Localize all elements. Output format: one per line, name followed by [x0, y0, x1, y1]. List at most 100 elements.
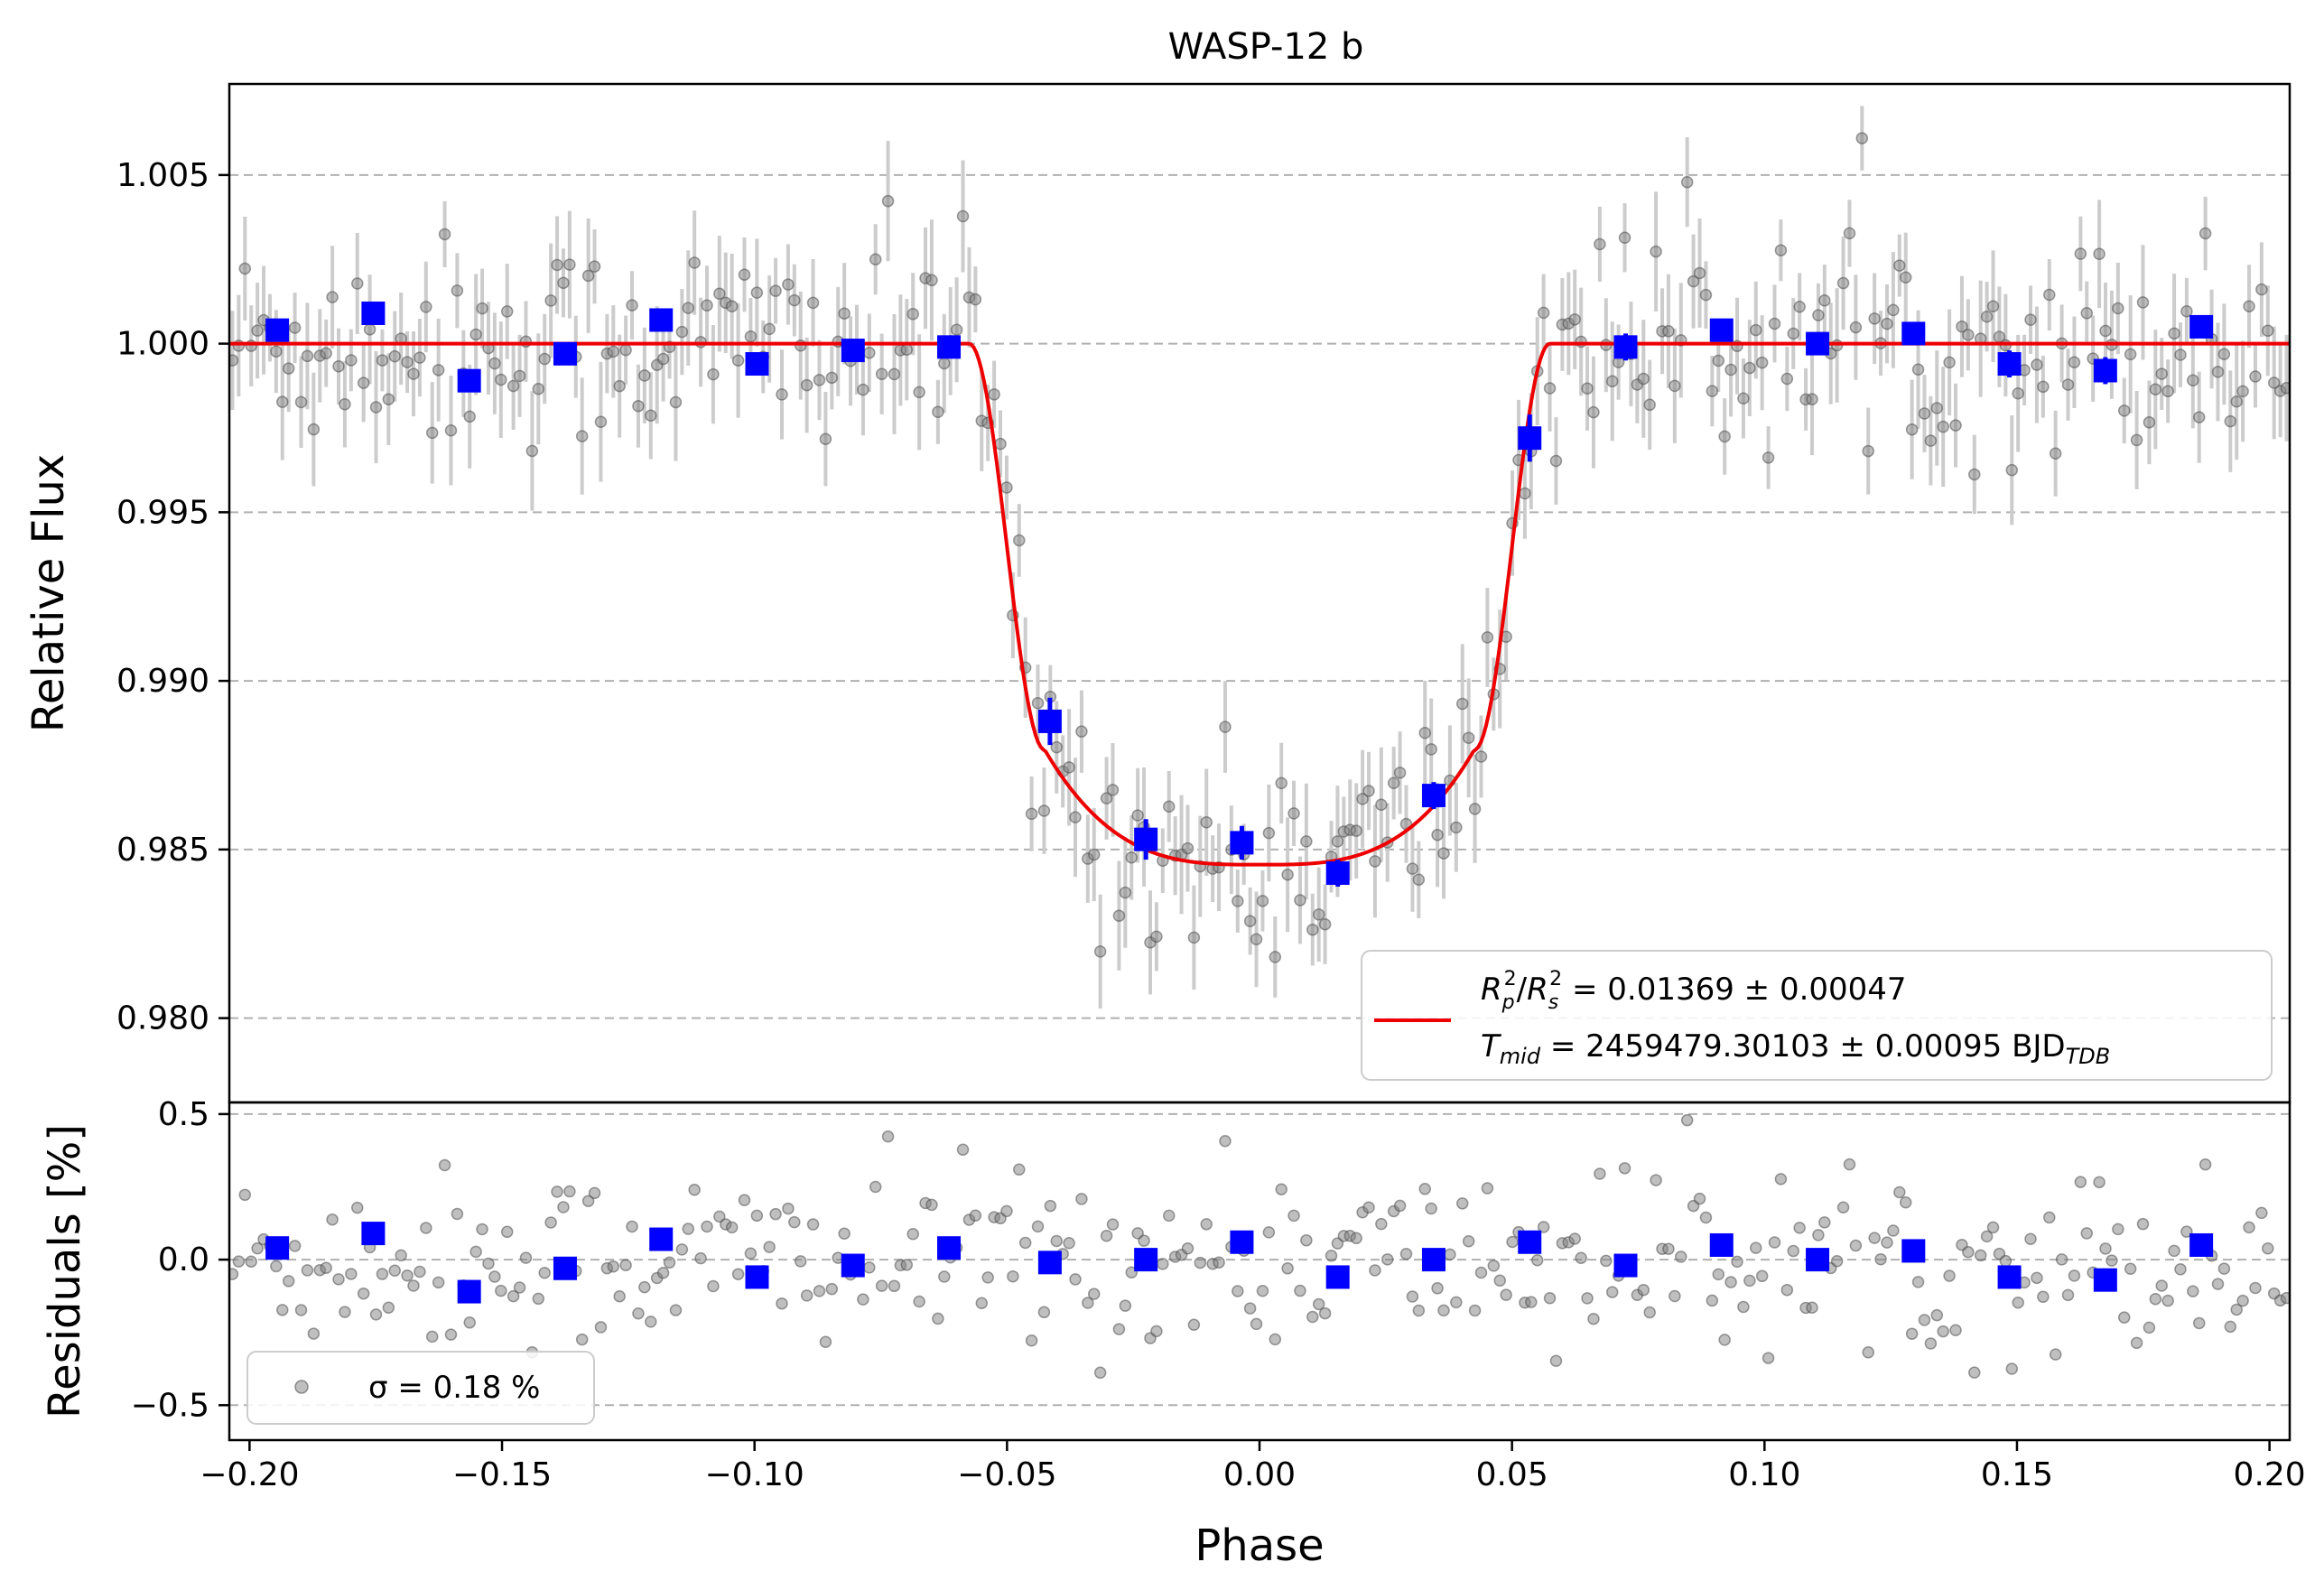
residual-raw-point [1450, 1296, 1463, 1309]
flux-y-tick-label: 0.990 [116, 663, 209, 700]
residual-raw-point [1974, 1249, 1987, 1262]
residual-raw-point [2236, 1294, 2249, 1307]
flux-y-tick-label: 0.985 [116, 832, 209, 869]
flux-raw-point [607, 345, 620, 358]
residual-raw-point [788, 1215, 801, 1229]
residual-raw-point [1699, 1211, 1713, 1224]
residual-raw-point [2211, 1278, 2225, 1290]
flux-raw-point [1836, 276, 1850, 290]
residual-raw-point [776, 1297, 788, 1310]
residual-binned-point [1325, 1265, 1350, 1289]
residual-raw-point [1462, 1235, 1475, 1248]
residual-raw-point [1262, 1226, 1276, 1239]
flux-raw-point [969, 293, 982, 306]
flux-raw-point [1943, 356, 1956, 369]
residual-raw-point [1525, 1296, 1538, 1308]
residual-raw-point [1755, 1269, 1769, 1283]
residual-raw-point [301, 1264, 314, 1277]
residual-raw-point [656, 1266, 670, 1279]
residual-raw-point [519, 1251, 533, 1264]
flux-raw-point [563, 258, 576, 271]
flux-raw-point [288, 321, 302, 334]
flux-raw-point [2230, 395, 2243, 408]
flux-raw-point [1031, 696, 1045, 710]
flux-raw-point [1918, 407, 1931, 420]
residual-raw-point [1530, 1254, 1544, 1267]
flux-raw-point [725, 300, 739, 312]
flux-binned-point [553, 341, 577, 366]
flux-raw-point [1119, 886, 1132, 899]
flux-raw-point [2136, 296, 2150, 309]
flux-raw-point [888, 367, 901, 381]
residual-raw-point [2224, 1320, 2237, 1334]
residual-raw-point [1818, 1216, 1831, 1229]
flux-raw-point [1868, 312, 1881, 325]
residual-raw-point [2130, 1336, 2143, 1350]
flux-raw-point [1693, 266, 1706, 280]
residual-raw-point [1119, 1299, 1132, 1312]
flux-raw-point [626, 299, 638, 311]
flux-raw-point [2161, 385, 2174, 398]
flux-binned-point [1037, 709, 1062, 733]
flux-raw-point [1605, 375, 1619, 388]
flux-raw-point [869, 253, 882, 265]
residual-raw-point [2005, 1362, 2019, 1375]
residual-raw-point [1594, 1167, 1606, 1180]
flux-raw-point [1075, 725, 1088, 738]
residual-raw-point [1018, 1236, 1032, 1250]
flux-raw-point [613, 379, 626, 393]
residual-binned-point [1037, 1251, 1062, 1275]
flux-binned-point [1709, 318, 1734, 342]
flux-raw-point [276, 395, 289, 408]
flux-raw-point [401, 356, 414, 368]
residual-raw-point [825, 1282, 839, 1296]
residuals-x-ticks: −0.20 −0.15 −0.10 −0.05 0.00 0.05 0.10 0.15 0.20 [200, 1440, 2306, 1493]
residual-raw-point [2187, 1285, 2199, 1297]
flux-raw-point [1481, 631, 1494, 644]
flux-raw-point [588, 260, 601, 273]
residual-raw-point [707, 1279, 720, 1293]
flux-raw-point [1369, 855, 1381, 868]
flux-raw-point [688, 256, 701, 269]
flux-raw-point [1063, 761, 1075, 774]
flux-raw-point [2117, 404, 2131, 417]
flux-raw-point [451, 284, 464, 297]
residual-raw-point [2031, 1271, 2043, 1285]
flux-binned-point [265, 318, 290, 342]
residual-raw-point [2249, 1281, 2262, 1295]
flux-binned-point [1518, 426, 1542, 451]
residual-raw-point [738, 1194, 751, 1206]
flux-raw-point [425, 426, 439, 440]
residual-raw-point [1706, 1294, 1719, 1307]
residual-raw-point [401, 1269, 414, 1282]
residual-raw-point [444, 1328, 458, 1341]
flux-raw-point [1643, 398, 1656, 412]
residual-raw-point [1318, 1306, 1332, 1320]
residual-raw-point [307, 1327, 321, 1340]
flux-raw-point [1100, 792, 1113, 804]
residual-raw-point [1812, 1229, 1825, 1241]
flux-raw-point [363, 323, 376, 336]
flux-binned-point [1421, 784, 1446, 808]
flux-raw-point [1762, 451, 1775, 464]
flux-raw-point [2061, 378, 2075, 391]
residuals-grid [229, 1112, 2290, 1407]
residual-raw-point [507, 1289, 520, 1303]
residual-raw-point [1743, 1274, 1756, 1288]
flux-raw-point [1937, 420, 1949, 433]
residual-raw-point [551, 1186, 563, 1198]
residual-raw-point [1399, 1247, 1413, 1260]
x-tick-label: 0.20 [2234, 1456, 2306, 1493]
residual-raw-point [782, 1202, 795, 1215]
flux-raw-point [1899, 271, 1912, 284]
flux-raw-point [2149, 383, 2162, 395]
residual-raw-point [1712, 1268, 1725, 1281]
residual-raw-point [2168, 1244, 2180, 1258]
residual-raw-point [1455, 1197, 1469, 1210]
flux-raw-point [713, 287, 726, 301]
residuals-y-axis-label: Residuals [%] [40, 1124, 90, 1418]
flux-raw-point [1362, 785, 1375, 797]
residual-raw-point [1306, 1310, 1319, 1324]
residual-raw-point [906, 1228, 919, 1241]
residual-raw-point [2155, 1279, 2168, 1292]
